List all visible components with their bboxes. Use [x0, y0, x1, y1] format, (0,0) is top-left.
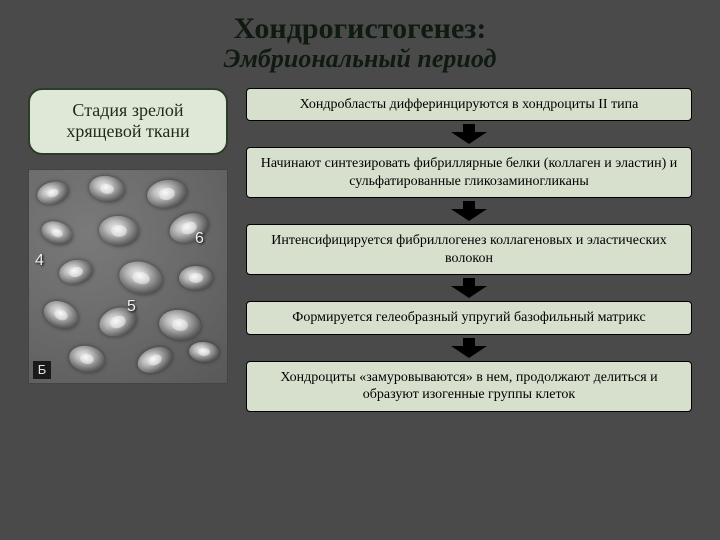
flow-arrow — [246, 121, 692, 147]
arrow-down-icon — [451, 278, 487, 298]
histology-number-label: 5 — [127, 298, 136, 316]
cell-nucleus — [46, 187, 61, 199]
arrow-down-icon — [451, 124, 487, 144]
histology-number-label: 4 — [35, 252, 44, 270]
histology-cell — [179, 266, 213, 290]
flow-step: Интенсифицируется фибриллогенез коллаген… — [246, 224, 692, 275]
stage-label-box: Стадия зрелой хрящевой ткани — [28, 88, 228, 155]
histology-cell — [116, 257, 167, 299]
stage-label-text: Стадия зрелой хрящевой ткани — [66, 100, 189, 142]
cell-nucleus — [198, 347, 211, 356]
arrow-down-icon — [451, 201, 487, 221]
cell-nucleus — [111, 224, 128, 237]
histology-cell — [188, 341, 220, 364]
histology-cell — [87, 173, 127, 205]
main-title: Хондрогистогенез: — [28, 12, 692, 45]
flow-arrow — [246, 198, 692, 224]
histology-cell — [39, 295, 83, 334]
title-block: Хондрогистогенез: Эмбриональный период — [28, 12, 692, 74]
flow-step: Хондробласты дифферинцируются в хондроци… — [246, 88, 692, 122]
left-column: Стадия зрелой хрящевой ткани Б 4 5 6 — [28, 88, 228, 412]
subtitle: Эмбриональный период — [28, 45, 692, 74]
cell-nucleus — [158, 187, 175, 200]
flow-step: Хондроциты «замуровываются» в нем, продо… — [246, 361, 692, 412]
flow-step: Формируется гелеобразный упругий базофил… — [246, 301, 692, 335]
cell-nucleus — [147, 353, 164, 367]
histology-image: Б 4 5 6 — [28, 169, 228, 384]
content-row: Стадия зрелой хрящевой ткани Б 4 5 6 Хондр… — [28, 88, 692, 412]
flow-step: Начинают синтезировать фибриллярные белк… — [246, 147, 692, 198]
arrow-down-icon — [451, 338, 487, 358]
cell-nucleus — [109, 314, 127, 329]
histology-cell — [157, 307, 203, 343]
histology-cell — [57, 257, 95, 287]
histology-cell — [165, 208, 212, 248]
flow-column: Хондробласты дифферинцируются в хондроци… — [246, 88, 692, 412]
cell-nucleus — [79, 352, 95, 365]
slide: Хондрогистогенез: Эмбриональный период С… — [0, 0, 720, 540]
histology-cell — [38, 217, 76, 249]
histology-cell — [67, 342, 108, 375]
cell-nucleus — [49, 226, 64, 239]
cell-nucleus — [68, 266, 83, 278]
histology-cell — [145, 177, 189, 210]
histology-number-label: 6 — [195, 230, 204, 248]
cell-nucleus — [189, 273, 203, 283]
histology-cell — [98, 214, 140, 247]
image-corner-marker: Б — [33, 361, 51, 379]
cell-nucleus — [171, 318, 189, 332]
histology-cell — [35, 178, 72, 208]
flow-arrow — [246, 335, 692, 361]
histology-cell — [134, 342, 176, 378]
cell-nucleus — [52, 307, 69, 322]
flow-arrow — [246, 275, 692, 301]
cell-nucleus — [131, 269, 151, 286]
cell-nucleus — [99, 182, 115, 195]
